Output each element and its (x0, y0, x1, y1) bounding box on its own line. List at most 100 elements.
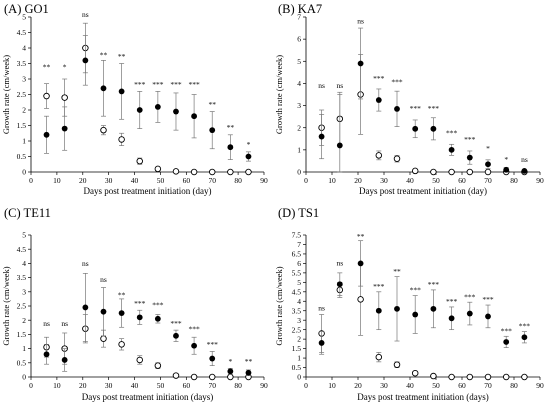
y-tick-label: 4.5 (292, 287, 302, 296)
data-point-filled (227, 144, 234, 151)
data-point-filled (430, 125, 437, 132)
x-tick-label: 0 (304, 176, 308, 185)
data-point-open (411, 369, 419, 377)
y-tick-label: 1 (297, 145, 301, 154)
data-point-filled (357, 60, 364, 67)
y-tick-label: 1 (297, 354, 301, 363)
data-point-filled (61, 125, 68, 132)
x-tick-label: 70 (484, 381, 492, 390)
y-tick-label: 3.5 (17, 273, 27, 282)
data-point-open (208, 373, 216, 381)
data-point-filled (209, 127, 216, 134)
significance-label: *** (188, 325, 200, 334)
x-tick-label: 30 (380, 176, 388, 185)
y-tick-label: 5 (297, 57, 301, 66)
data-point-filled (100, 308, 107, 315)
x-axis-label: Days post treatment initiation (day) (359, 186, 487, 196)
x-tick-label: 20 (79, 176, 87, 185)
x-tick-label: 0 (29, 176, 33, 185)
y-tick-label: 1.5 (292, 344, 302, 353)
y-tick-label: 4.5 (17, 245, 27, 254)
data-point-open (393, 155, 401, 162)
data-point-open (375, 152, 383, 159)
significance-label: *** (464, 292, 476, 301)
x-axis-label: Days post treatment initiation (day) (84, 186, 212, 196)
significance-label: *** (152, 300, 164, 309)
data-point-filled (227, 368, 234, 375)
data-point-open (43, 92, 50, 100)
data-point-open (375, 353, 383, 361)
data-point-open (448, 168, 455, 176)
x-tick-label: 70 (484, 176, 492, 185)
significance-label: * (247, 140, 251, 149)
x-tick-label: 90 (536, 381, 544, 390)
x-tick-label: 20 (354, 381, 362, 390)
data-point-filled (412, 311, 419, 318)
panel-a-go1: (A) GO1 0 10 20 30 40 50 60 70 80 90 0 0.5 1 1.5 2 2.5 3 3… (1, 2, 268, 196)
y-tick-label: 6 (297, 259, 301, 268)
significance-label: *** (519, 322, 531, 331)
significance-label: ns (82, 259, 89, 268)
data-point-open (521, 373, 528, 381)
x-tick-label: 10 (328, 381, 336, 390)
significance-label: ns (82, 10, 89, 19)
significance-label: *** (464, 135, 476, 144)
panel-title: (C) TE11 (4, 206, 51, 220)
x-tick-label: 40 (131, 381, 139, 390)
significance-label: ns (521, 155, 528, 164)
x-tick-label: 80 (234, 176, 242, 185)
y-tick-label: 1 (22, 137, 26, 146)
significance-label: ns (318, 304, 325, 313)
data-point-filled (394, 105, 400, 112)
data-point-filled (82, 304, 89, 311)
significance-label: ** (100, 50, 108, 59)
y-tick-label: 3 (297, 316, 301, 325)
panel-title: (B) KA7 (278, 2, 322, 16)
data-point-filled (173, 332, 179, 339)
significance-label: *** (207, 340, 219, 349)
data-point-open (484, 168, 492, 176)
x-tick-label: 40 (406, 176, 414, 185)
data-point-open (430, 168, 437, 176)
x-tick-label: 90 (536, 176, 544, 185)
x-tick-label: 40 (406, 381, 414, 390)
panel-b-ka7: (B) KA7 0 10 20 30 40 50 60 70 80 90 0 1 2 3 4 5 6 7 Days p… (274, 2, 544, 196)
y-tick-label: 2 (22, 316, 26, 325)
data-point-open (466, 168, 474, 176)
x-tick-label: 50 (432, 176, 440, 185)
data-point-open (118, 341, 125, 348)
significance-label: ns (336, 81, 343, 90)
data-point-filled (118, 310, 125, 316)
x-axis-label: Days post treatment initiation (days) (357, 392, 488, 402)
x-tick-label: 70 (208, 176, 216, 185)
y-tick-label: 0.5 (17, 358, 27, 367)
y-tick-label: 4 (22, 259, 26, 268)
significance-label: *** (134, 299, 146, 308)
data-point-open (172, 168, 180, 175)
x-tick-label: 40 (131, 176, 139, 185)
data-point-open (484, 373, 492, 381)
x-tick-label: 20 (79, 381, 87, 390)
y-tick-label: 0 (22, 168, 26, 177)
data-point-open (190, 373, 198, 381)
data-point-filled (466, 154, 473, 161)
significance-label: *** (373, 74, 385, 83)
significance-label: *** (391, 78, 403, 87)
significance-label: * (504, 155, 508, 164)
x-tick-label: 80 (510, 176, 518, 185)
data-point-filled (521, 334, 528, 341)
data-point-filled (154, 315, 161, 322)
data-point-filled (412, 125, 419, 132)
y-tick-label: 4 (297, 297, 301, 306)
significance-label: ns (318, 81, 325, 90)
significance-label: *** (501, 326, 513, 335)
y-axis-label: Growth rate (cm/week) (1, 266, 11, 345)
significance-label: *** (482, 295, 494, 304)
significance-label: ns (357, 17, 364, 26)
data-point-filled (43, 351, 50, 358)
data-point-open (227, 373, 234, 381)
x-tick-label: 30 (380, 381, 388, 390)
data-point-filled (245, 153, 252, 160)
x-tick-label: 10 (328, 176, 336, 185)
x-tick-label: 50 (157, 176, 165, 185)
